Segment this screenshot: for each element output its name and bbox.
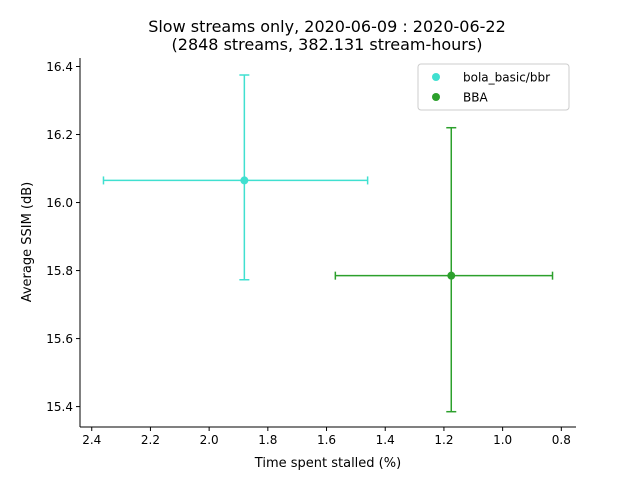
- x-tick-label: 2.0: [200, 433, 219, 447]
- y-axis-label: Average SSIM (dB): [20, 182, 35, 303]
- x-tick-label: 1.2: [434, 433, 453, 447]
- axes: 2.4 2.2 2.0 1.8 1.6 1.4 1.2 1.0 0.8 15.4 15.6 15.8 1…: [46, 58, 576, 447]
- y-tick-label: 16.0: [46, 196, 73, 210]
- y-tick-label: 16.4: [46, 60, 73, 74]
- x-tick-label: 1.6: [317, 433, 336, 447]
- x-tick-label: 2.4: [82, 433, 101, 447]
- legend-label: bola_basic/bbr: [463, 71, 550, 85]
- chart-title-line2: (2848 streams, 382.131 stream-hours): [172, 35, 483, 54]
- x-axis-label: Time spent stalled (%): [254, 456, 401, 471]
- x-tick-label: 1.4: [376, 433, 395, 447]
- y-tick-label: 15.6: [46, 332, 73, 346]
- y-tick-label: 15.4: [46, 400, 73, 414]
- data-point: [447, 271, 456, 280]
- x-tick-label: 1.0: [493, 433, 512, 447]
- legend-label: BBA: [463, 91, 488, 105]
- y-tick-label: 16.2: [46, 128, 73, 142]
- legend-box: [417, 63, 570, 111]
- chart-title-line1: Slow streams only, 2020-06-09 : 2020-06-…: [148, 17, 506, 36]
- x-tick-label: 2.2: [141, 433, 160, 447]
- y-tick-label: 15.8: [46, 264, 73, 278]
- legend-marker: [432, 73, 440, 81]
- data-point: [240, 176, 249, 185]
- x-tick-label: 0.8: [552, 433, 571, 447]
- legend: bola_basic/bbr BBA: [417, 63, 570, 111]
- legend-marker: [432, 93, 440, 101]
- x-tick-label: 1.8: [258, 433, 277, 447]
- data-marks: [102, 74, 554, 413]
